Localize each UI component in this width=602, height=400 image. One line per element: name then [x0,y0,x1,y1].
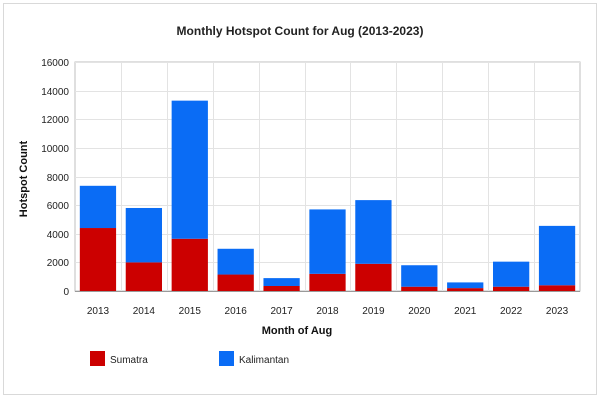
bar-kalimantan-2014[interactable] [125,207,162,263]
bar-sumatra-2014[interactable] [125,262,162,291]
x-tick-label: 2015 [179,306,202,317]
y-tick-label: 12000 [41,115,69,126]
x-tick-label: 2018 [316,306,339,317]
bar-stacks [79,100,576,291]
bar-kalimantan-2023[interactable] [538,225,576,286]
bar-sumatra-2020[interactable] [401,286,438,291]
bar-kalimantan-2019[interactable] [355,200,392,264]
x-tick-label: 2023 [546,306,569,317]
bar-kalimantan-2013[interactable] [79,185,117,229]
bar-sumatra-2022[interactable] [493,286,530,291]
legend-swatch-kalimantan[interactable] [219,351,234,366]
bar-sumatra-2021[interactable] [447,288,484,291]
bar-kalimantan-2020[interactable] [401,265,438,287]
axes: 0 2000 4000 6000 8000 10000 12000 14000 16000 201… [41,58,580,317]
legend-label-sumatra[interactable]: Sumatra [110,355,148,366]
y-axis-title: Hotspot Count [18,140,30,217]
chart-frame: Monthly Hotspot Count for Aug (2013-2023… [3,3,597,395]
bar-sumatra-2018[interactable] [309,273,346,291]
bar-sumatra-2015[interactable] [171,238,208,291]
x-tick-label: 2020 [408,306,431,317]
x-tick-label: 2022 [500,306,523,317]
y-tick-label: 16000 [41,58,69,69]
bar-kalimantan-2018[interactable] [309,209,346,274]
hotspot-bar-chart: Monthly Hotspot Count for Aug (2013-2023… [18,24,581,366]
y-tick-label: 8000 [47,173,70,184]
y-tick-label: 10000 [41,144,69,155]
bar-kalimantan-2017[interactable] [263,278,300,286]
bar-sumatra-2019[interactable] [355,263,392,291]
bar-sumatra-2017[interactable] [263,285,300,291]
x-tick-label: 2019 [362,306,385,317]
bar-sumatra-2013[interactable] [79,228,117,291]
bar-kalimantan-2015[interactable] [171,100,208,239]
legend: Sumatra Kalimantan [90,351,289,366]
y-tick-label: 2000 [47,258,70,269]
y-tick-label: 0 [63,287,69,298]
y-tick-label: 6000 [47,201,70,212]
bar-sumatra-2023[interactable] [538,285,576,291]
x-tick-label: 2016 [225,306,248,317]
x-tick-label: 2013 [87,306,110,317]
y-tick-label: 4000 [47,230,70,241]
x-tick-label: 2021 [454,306,477,317]
x-axis-title: Month of Aug [262,325,332,337]
x-tick-label: 2014 [133,306,156,317]
bar-kalimantan-2021[interactable] [447,282,484,289]
y-tick-label: 14000 [41,87,69,98]
chart-title: Monthly Hotspot Count for Aug (2013-2023… [177,24,424,38]
x-tick-label: 2017 [270,306,293,317]
bar-kalimantan-2016[interactable] [217,248,254,275]
legend-swatch-sumatra[interactable] [90,351,105,366]
legend-label-kalimantan[interactable]: Kalimantan [239,355,289,366]
bar-sumatra-2016[interactable] [217,274,254,291]
bar-kalimantan-2022[interactable] [493,261,530,287]
